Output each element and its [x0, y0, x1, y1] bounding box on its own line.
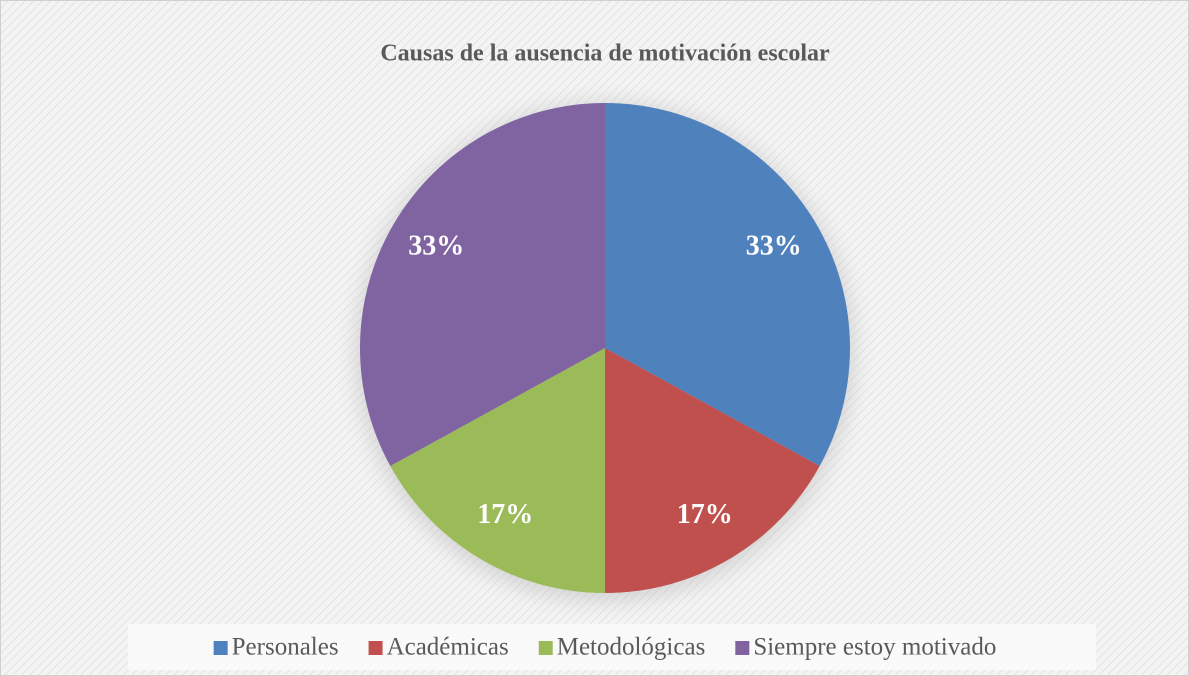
legend-swatch	[538, 641, 553, 655]
pie-slice	[605, 103, 850, 467]
data-label: 33%	[408, 231, 464, 262]
legend-label: Académicas	[387, 634, 509, 661]
legend-background	[128, 624, 1096, 670]
data-label: 17%	[477, 499, 533, 530]
legend-label: Siempre estoy motivado	[753, 634, 996, 661]
pie-slice	[360, 103, 605, 467]
pie-slice	[390, 348, 605, 593]
data-label: 17%	[677, 499, 733, 530]
legend-label: Metodológicas	[557, 634, 706, 661]
pie-slice	[605, 348, 820, 593]
data-label: 33%	[746, 231, 802, 262]
legend-label: Personales	[232, 634, 339, 661]
chart-title: Causas de la ausencia de motivación esco…	[380, 41, 830, 67]
legend-swatch	[368, 641, 383, 655]
legend-swatch	[213, 641, 228, 655]
legend-swatch	[735, 641, 750, 655]
